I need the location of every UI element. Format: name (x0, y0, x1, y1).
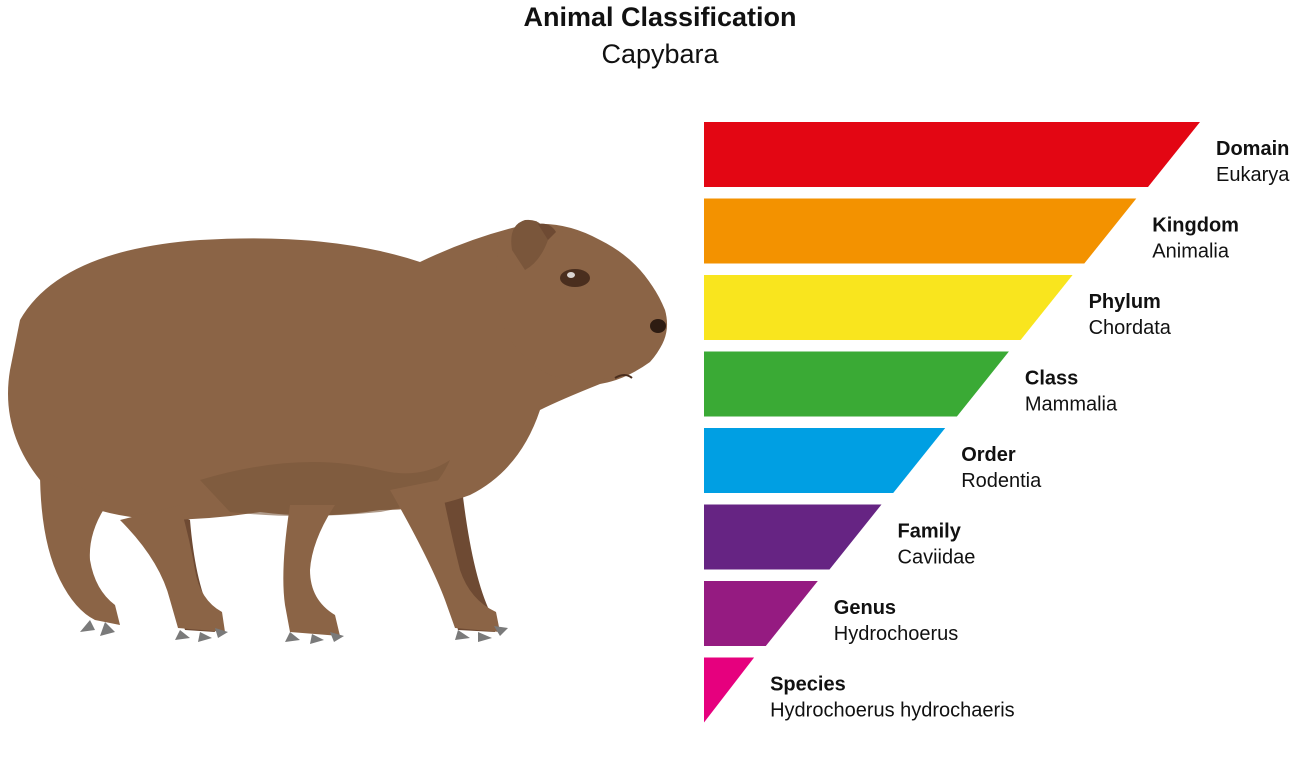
rank-value-genus: Hydrochoerus (834, 623, 959, 645)
capybara-head (496, 230, 668, 381)
rank-band-class (704, 351, 1009, 417)
capybara-nose (650, 319, 666, 333)
rank-name-kingdom: Kingdom (1152, 215, 1239, 237)
page-title: Animal Classification (523, 2, 797, 32)
rank-band-kingdom (704, 198, 1137, 264)
rank-band-genus (704, 581, 818, 646)
rank-band-phylum (704, 275, 1073, 340)
rank-name-species: Species (770, 674, 846, 696)
page-subtitle: Capybara (601, 39, 719, 69)
rank-value-phylum: Chordata (1089, 317, 1172, 339)
rank-band-order (704, 428, 946, 493)
capybara-eye (560, 269, 590, 287)
rank-value-species: Hydrochoerus hydrochaeris (770, 700, 1015, 722)
rank-band-domain (704, 122, 1200, 187)
rank-value-family: Caviidae (898, 547, 976, 569)
rank-name-phylum: Phylum (1089, 291, 1161, 313)
capybara-ear (511, 219, 548, 270)
rank-name-family: Family (898, 521, 962, 543)
rank-name-domain: Domain (1216, 138, 1289, 160)
rank-band-family (704, 504, 882, 570)
rank-band-species (704, 657, 755, 723)
rank-value-order: Rodentia (961, 470, 1042, 492)
capybara-illustration (8, 219, 668, 644)
rank-name-order: Order (961, 444, 1016, 466)
rank-value-kingdom: Animalia (1152, 241, 1230, 263)
rank-value-domain: Eukarya (1216, 164, 1290, 186)
capybara-back-leg-near (40, 470, 120, 625)
rank-name-class: Class (1025, 368, 1078, 390)
rank-name-genus: Genus (834, 597, 896, 619)
capybara-front-leg-near (283, 505, 340, 636)
rank-value-class: Mammalia (1025, 394, 1118, 416)
